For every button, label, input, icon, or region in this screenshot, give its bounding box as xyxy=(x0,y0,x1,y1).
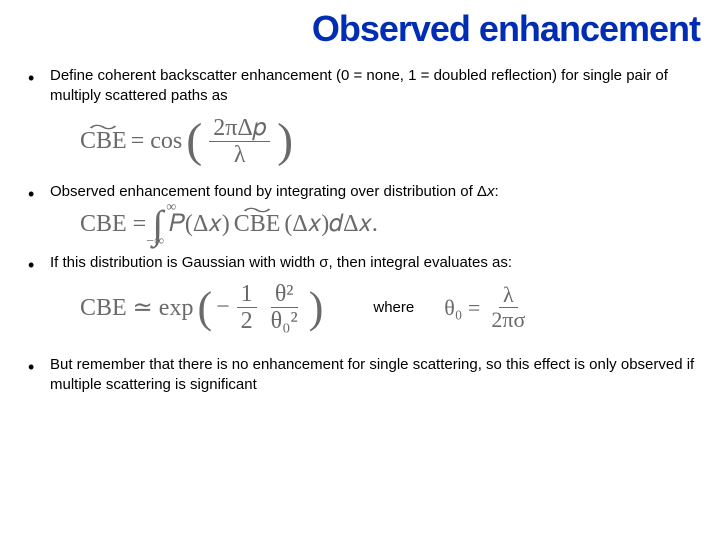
lparen2-icon: ( xyxy=(197,290,212,325)
eq4-den: 2πσ xyxy=(487,308,529,332)
equation-3: CBE ≃ exp ( − 1 2 θ² θ₀² ) xyxy=(80,281,323,335)
eq4-fraction: λ 2πσ xyxy=(487,283,529,332)
eq4-num: λ xyxy=(499,283,518,308)
bullet-list-3: If this distribution is Gaussian with wi… xyxy=(20,253,700,273)
bullet-list-4: But remember that there is no enhancemen… xyxy=(20,355,700,396)
eq3-theta: θ² θ₀² xyxy=(267,281,302,335)
bullet-2-post: : xyxy=(494,183,498,200)
bullet-4: But remember that there is no enhancemen… xyxy=(20,355,700,396)
slide-title: Observed enhancement xyxy=(20,8,700,50)
eq3-half-num: 1 xyxy=(237,281,257,308)
eq4-lhs: θ₀ = xyxy=(444,295,480,321)
eq2-p: 𝑃(Δ𝑥) xyxy=(169,211,230,238)
rparen2-icon: ) xyxy=(309,290,324,325)
equation-4: θ₀ = λ 2πσ xyxy=(444,283,532,332)
eq1-lhs: CBE xyxy=(80,128,127,155)
eq3-minus: − xyxy=(216,294,230,321)
bullet-3: If this distribution is Gaussian with wi… xyxy=(20,253,700,273)
bullet-list-2: Observed enhancement found by integratin… xyxy=(20,182,700,202)
eq1-fraction: 2πΔ𝑝 λ xyxy=(209,115,270,169)
equation-3-row: CBE ≃ exp ( − 1 2 θ² θ₀² ) where θ₀ = λ … xyxy=(80,281,700,335)
eq2-cbe: CBE xyxy=(234,211,281,238)
eq3-lhs: CBE ≃ exp xyxy=(80,293,193,322)
bullet-1: Define coherent backscatter enhancement … xyxy=(20,66,700,107)
eq3-t-den: θ₀² xyxy=(267,308,302,334)
equation-1: CBE = cos ( 2πΔ𝑝 λ ) xyxy=(80,115,700,169)
bullet-2: Observed enhancement found by integratin… xyxy=(20,182,700,202)
eq3-half-den: 2 xyxy=(237,308,257,334)
eq1-cos: = cos xyxy=(131,128,183,155)
eq3-half: 1 2 xyxy=(237,281,257,335)
eq2-arg: (Δ𝑥)𝑑Δ𝑥. xyxy=(284,211,377,238)
integral-icon: ∫ ∞ −∞ xyxy=(152,211,163,239)
eq2-int-bot: −∞ xyxy=(146,237,164,247)
lparen-icon: ( xyxy=(186,122,202,160)
eq1-den: λ xyxy=(230,142,250,168)
eq1-num: 2πΔ𝑝 xyxy=(209,115,270,142)
rparen-icon: ) xyxy=(277,122,293,160)
bullet-list: Define coherent backscatter enhancement … xyxy=(20,66,700,107)
eq2-int-top: ∞ xyxy=(166,203,176,213)
equation-2: CBE = ∫ ∞ −∞ 𝑃(Δ𝑥) CBE (Δ𝑥)𝑑Δ𝑥. xyxy=(80,211,700,239)
where-label: where xyxy=(373,299,414,316)
eq3-t-num: θ² xyxy=(271,281,298,308)
slide: Observed enhancement Define coherent bac… xyxy=(0,0,720,540)
eq2-lhs: CBE = xyxy=(80,211,146,238)
